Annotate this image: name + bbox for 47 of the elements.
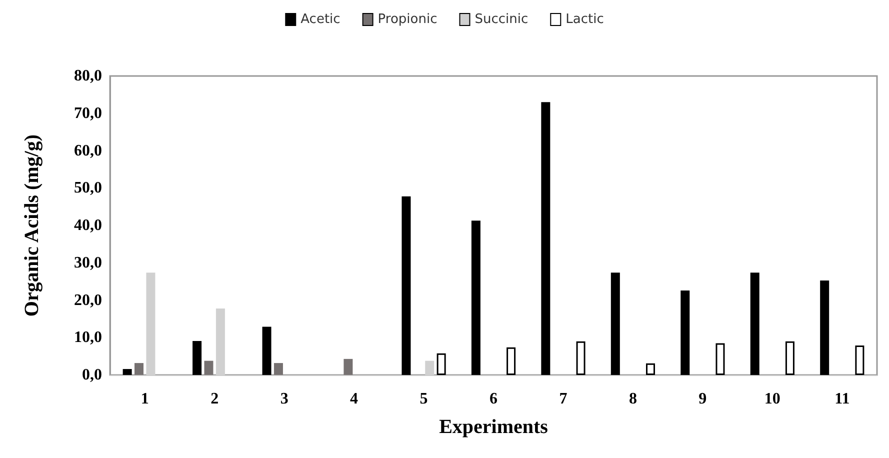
y-tick-label: 10,0 — [74, 329, 102, 346]
x-tick-label: 4 — [350, 390, 358, 408]
bar — [610, 272, 620, 375]
x-tick-label: 3 — [280, 390, 288, 408]
x-tick-label: 9 — [698, 390, 707, 408]
legend-label: Propionic — [378, 12, 438, 27]
legend-label: Acetic — [300, 12, 340, 27]
y-tick-label: 40,0 — [74, 217, 102, 234]
bar — [820, 280, 830, 375]
x-axis-title: Experiments — [439, 416, 548, 438]
bar — [785, 341, 794, 375]
bar — [716, 343, 725, 375]
x-tick-label: 6 — [490, 390, 498, 408]
bar — [680, 290, 690, 375]
x-tick-label: 2 — [210, 390, 219, 408]
bar — [576, 341, 586, 375]
bar — [402, 196, 411, 375]
x-tick-label: 11 — [834, 390, 850, 408]
bar — [204, 360, 214, 375]
x-tick-label: 10 — [764, 390, 780, 408]
bar — [541, 102, 550, 375]
y-tick-label: 0,0 — [82, 366, 102, 384]
bar — [646, 363, 656, 375]
x-tick-label: 5 — [420, 390, 428, 408]
bar — [274, 363, 283, 375]
bar — [436, 353, 446, 375]
x-tick-label: 1 — [140, 390, 149, 408]
x-tick-label: 7 — [559, 390, 568, 408]
y-tick-label: 30,0 — [74, 254, 102, 272]
bar — [506, 347, 516, 375]
y-tick-label: 60,0 — [74, 142, 102, 160]
bar — [471, 220, 480, 375]
x-tick-label: 8 — [628, 390, 637, 408]
y-tick-label: 20,0 — [74, 292, 102, 309]
y-tick-label: 70,0 — [74, 104, 102, 122]
bar — [192, 340, 202, 375]
bar — [262, 326, 272, 375]
y-axis-title: Organic Acids (mg/g) — [21, 134, 43, 317]
bar — [122, 369, 132, 375]
bar — [855, 345, 864, 375]
bar — [750, 272, 760, 375]
y-tick-label: 50,0 — [74, 180, 102, 197]
legend-label: Succinic — [474, 12, 528, 27]
bar — [344, 358, 353, 375]
legend-label: Lactic — [566, 12, 604, 27]
y-tick-label: 80,0 — [74, 68, 102, 84]
bar — [134, 363, 144, 375]
